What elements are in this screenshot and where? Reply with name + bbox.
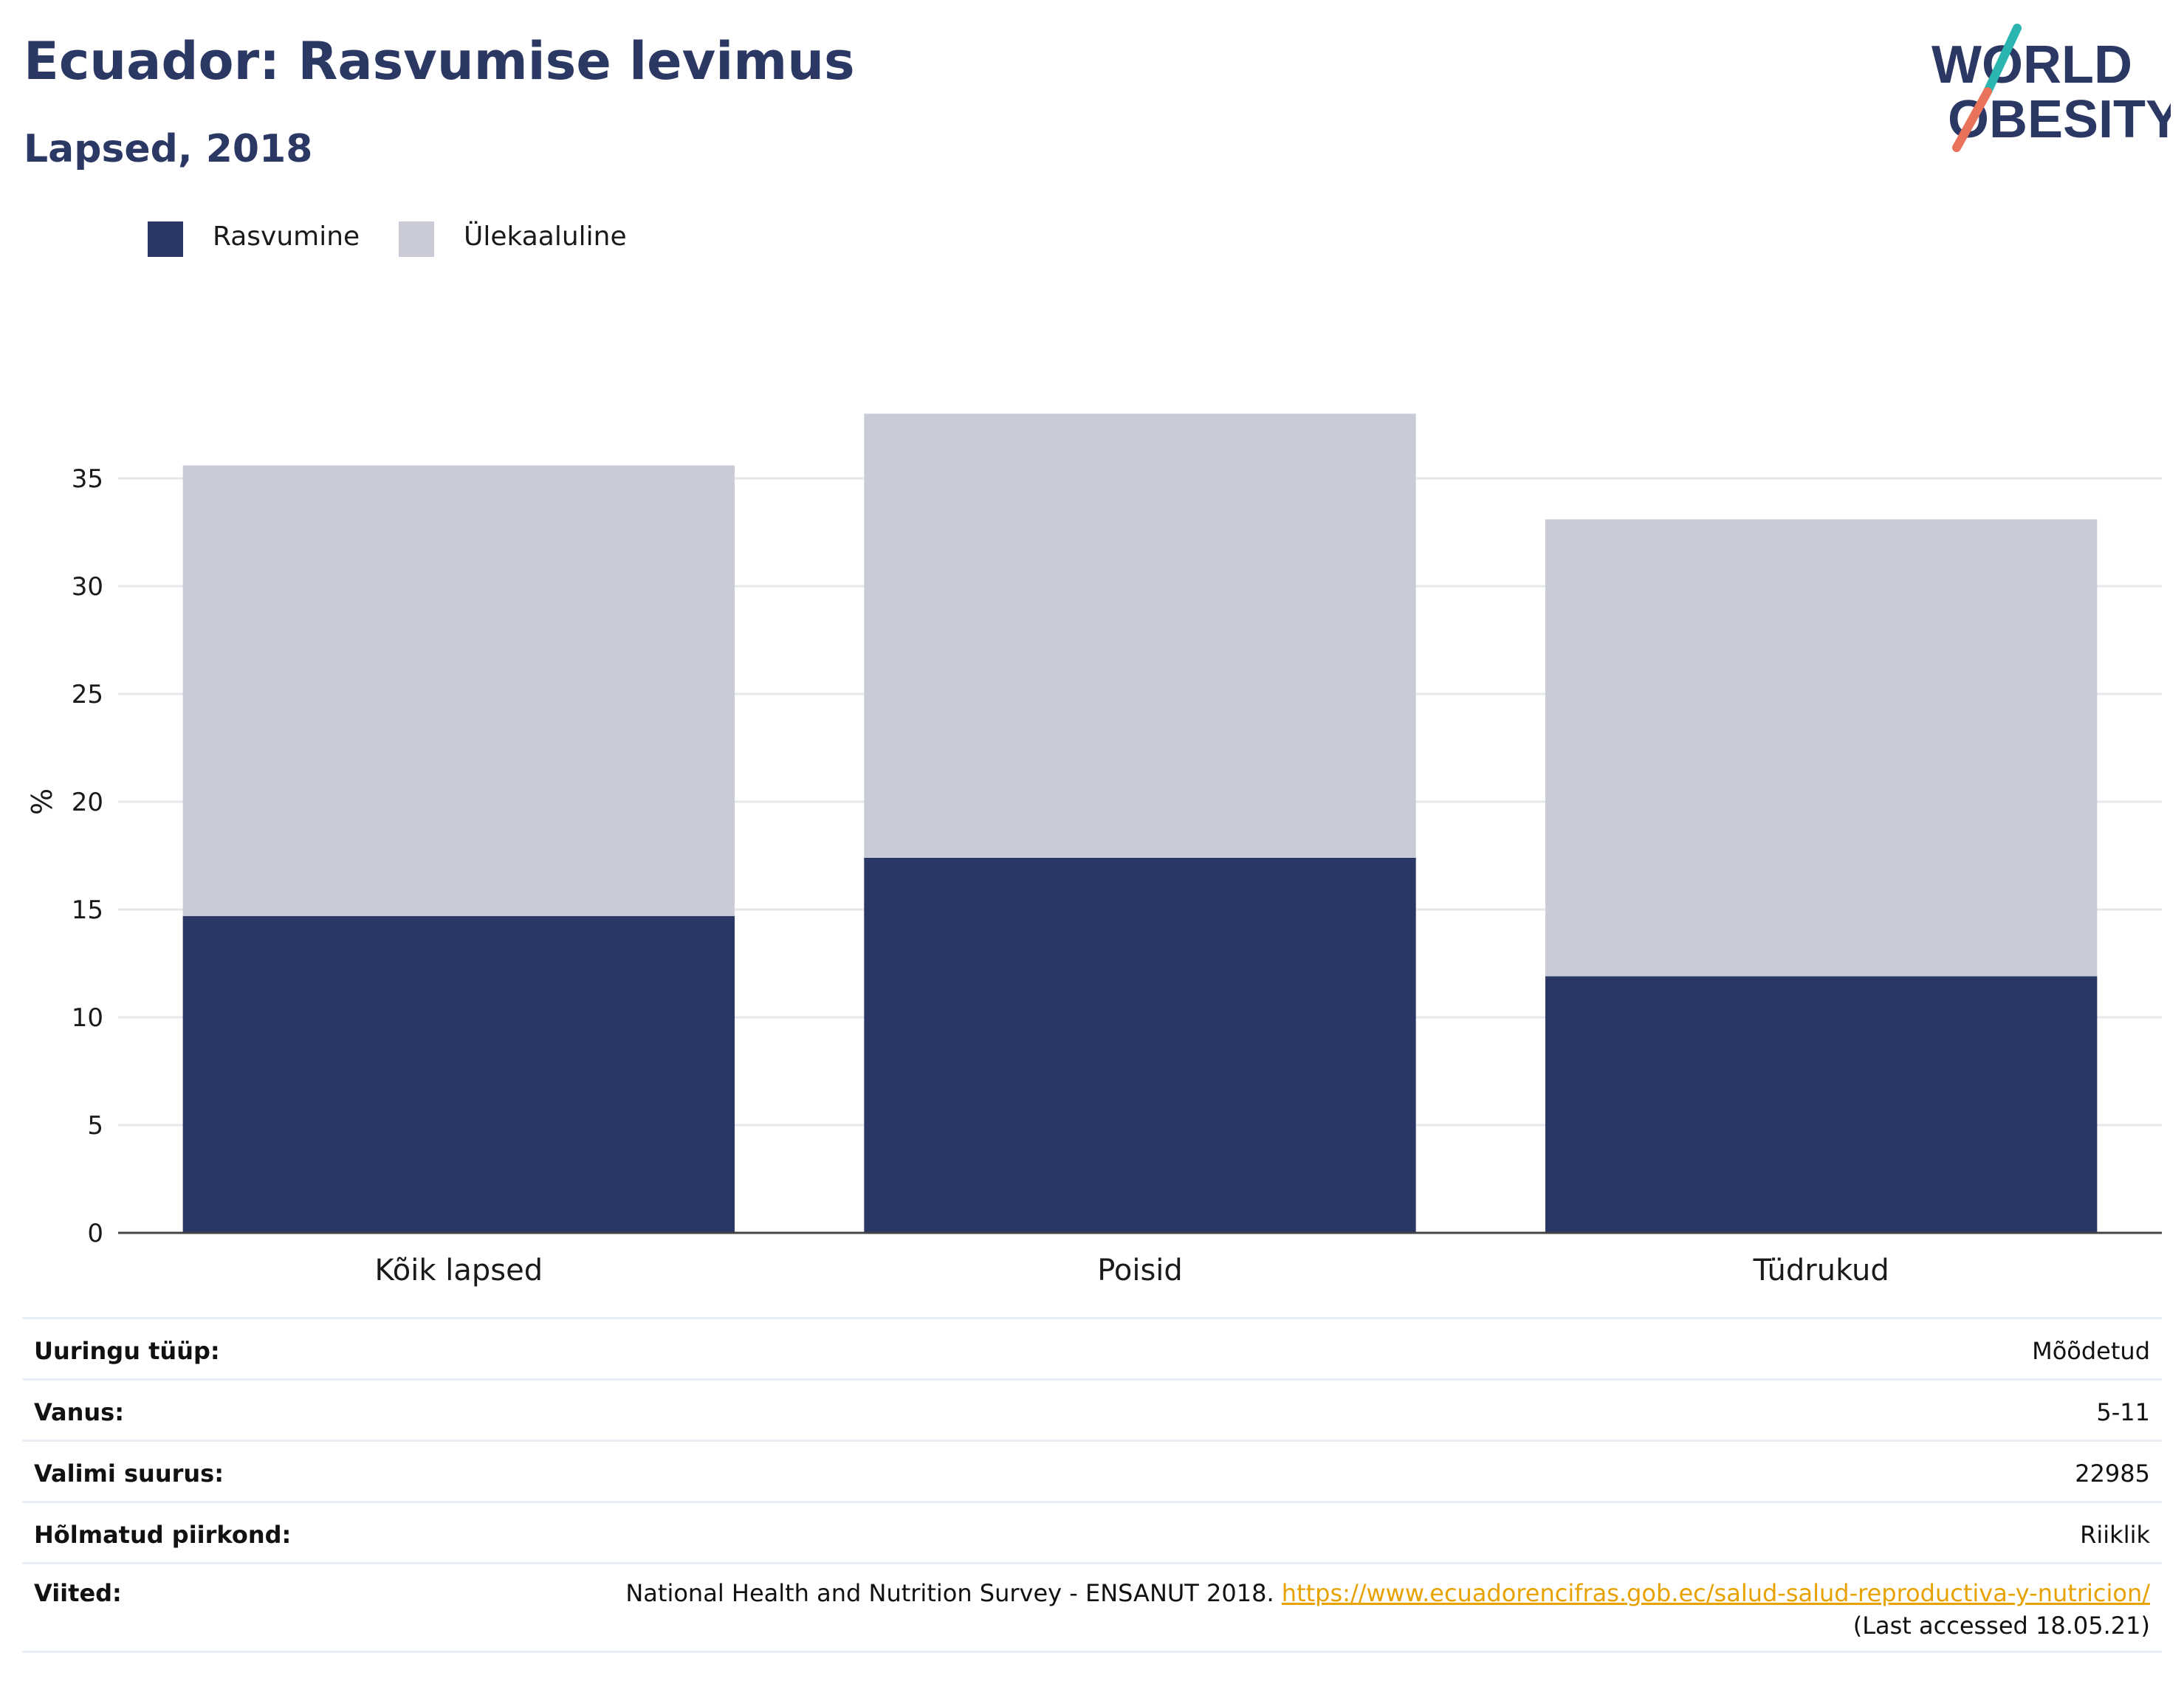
bar-rasvumine (864, 857, 1416, 1233)
info-value: Mõõdetud (2032, 1337, 2150, 1365)
bar-chart: 0 5 10 15 20 25 30 35% Kõik lapsed Poisid Tüdrukud (26, 413, 2162, 1287)
bar-ulekaaluline (864, 413, 1416, 858)
info-key: Vanus: (34, 1398, 125, 1426)
legend-swatch-ulekaaluline (399, 221, 434, 257)
info-key: Valimi suurus: (34, 1460, 224, 1488)
x-tick-label: Kõik lapsed (375, 1254, 543, 1287)
chart-title: Ecuador: Rasvumise levimus (24, 31, 855, 92)
reference-link[interactable]: https://www.ecuadorencifras.gob.ec/salud… (1281, 1579, 2150, 1607)
y-axis-label: % (26, 788, 58, 815)
y-tick-label: 20 (72, 788, 103, 817)
info-value: Riiklik (2080, 1521, 2150, 1549)
reference-accessed: (Last accessed 18.05.21) (1852, 1612, 2150, 1640)
y-tick-label: 25 (72, 680, 103, 709)
info-value: 22985 (2075, 1460, 2150, 1488)
y-tick-label: 5 (87, 1111, 103, 1141)
x-tick-label: Poisid (1097, 1254, 1183, 1287)
info-row-age: Vanus: 5-11 (22, 1378, 2162, 1440)
reference-text: National Health and Nutrition Survey - E… (625, 1579, 1274, 1607)
bottom-rule (22, 1651, 2162, 1653)
y-tick-label: 15 (72, 895, 103, 925)
x-tick-label: Tüdrukud (1753, 1254, 1889, 1287)
info-value: 5-11 (2096, 1398, 2150, 1426)
bar-rasvumine (182, 915, 735, 1233)
world-obesity-logo: WORLD OBESITY (1931, 24, 2171, 152)
y-tick-label: 35 (72, 464, 103, 494)
y-tick-label: 10 (72, 1003, 103, 1033)
logo-slash-teal-icon (1983, 24, 2022, 96)
info-row-survey-type: Uuringu tüüp: Mõõdetud (22, 1317, 2162, 1378)
bar-ulekaaluline (182, 465, 735, 916)
legend-label-ulekaaluline: Ülekaaluline (464, 221, 627, 252)
info-key: Uuringu tüüp: (34, 1337, 220, 1365)
survey-info-table: Uuringu tüüp: Mõõdetud Vanus: 5-11 Valim… (22, 1317, 2162, 1653)
info-row-references: Viited: National Health and Nutrition Su… (22, 1562, 2162, 1653)
legend-label-rasvumine: Rasvumine (213, 221, 360, 252)
reference-line: National Health and Nutrition Survey - E… (625, 1579, 2150, 1607)
chart-subtitle: Lapsed, 2018 (24, 127, 313, 171)
info-row-region: Hõlmatud piirkond: Riiklik (22, 1501, 2162, 1562)
logo-line1: WORLD (1931, 35, 2132, 94)
bar-rasvumine (1545, 976, 2098, 1233)
y-tick-label: 0 (87, 1219, 103, 1248)
info-row-sample-size: Valimi suurus: 22985 (22, 1440, 2162, 1501)
info-key: Hõlmatud piirkond: (34, 1521, 292, 1549)
y-tick-label: 30 (72, 572, 103, 602)
bar-ulekaaluline (1545, 519, 2098, 977)
legend-swatch-rasvumine (148, 221, 183, 257)
logo-slash-coral-icon (1952, 87, 1992, 152)
info-key: Viited: (34, 1579, 122, 1607)
